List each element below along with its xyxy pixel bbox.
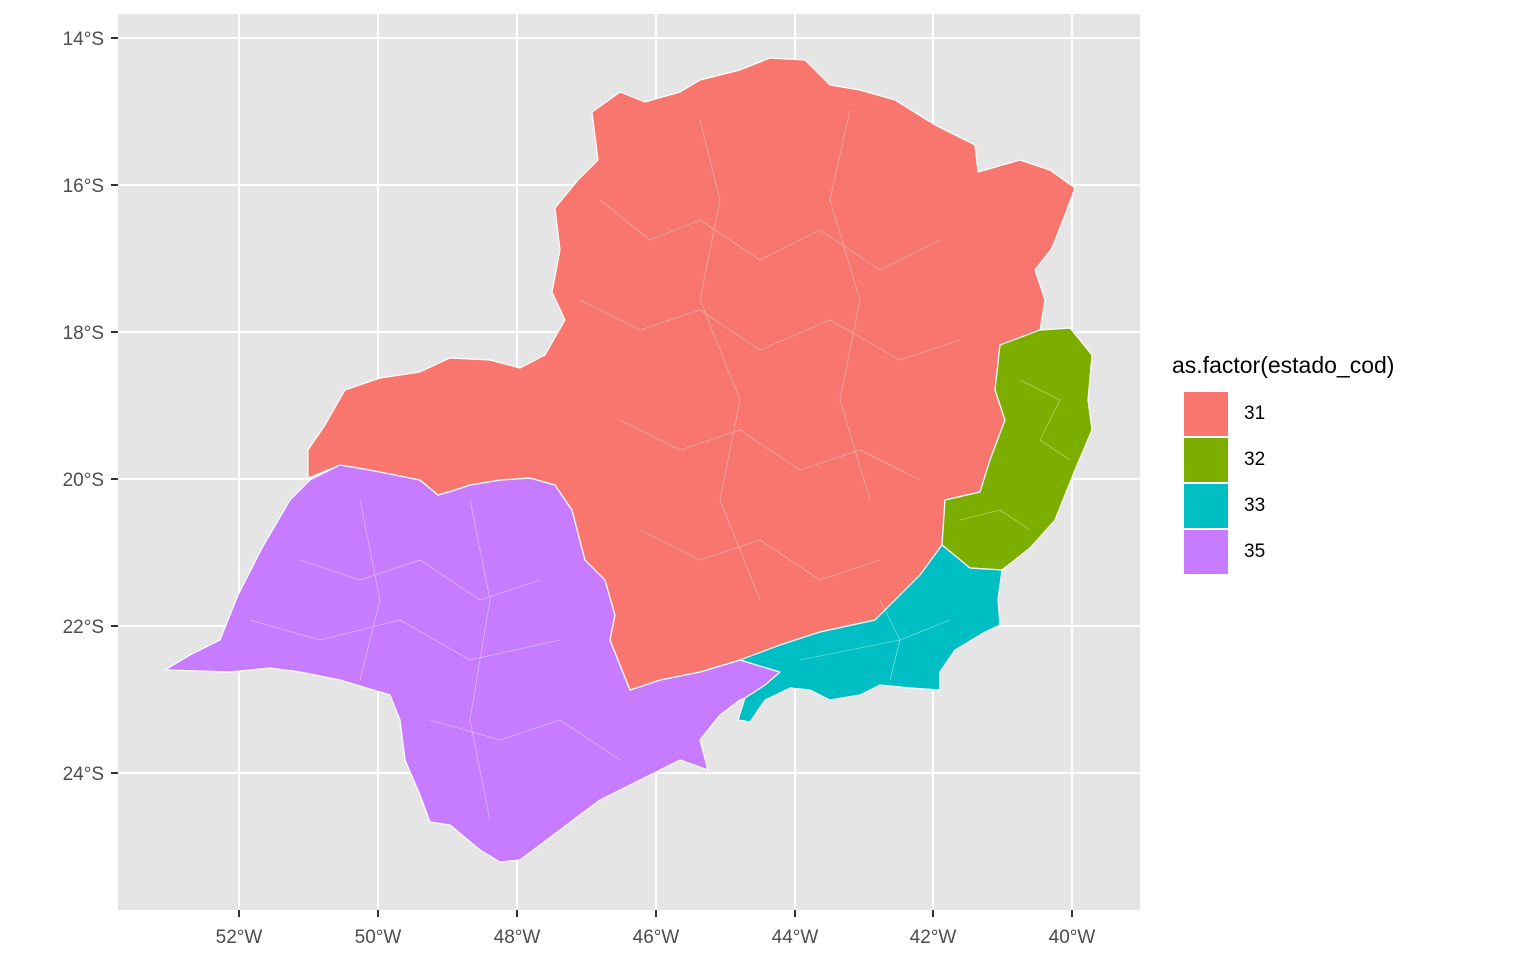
legend-key-swatch <box>1184 438 1228 482</box>
x-axis-label: 50°W <box>355 927 402 948</box>
legend-key-swatch <box>1184 484 1228 528</box>
x-axis-label: 52°W <box>216 927 263 948</box>
legend-item: 35 <box>1172 529 1394 575</box>
legend: as.factor(estado_cod) 31 32 33 35 <box>1172 352 1394 575</box>
legend-label: 33 <box>1244 495 1266 516</box>
x-axis-labels: 52°W 50°W 48°W 46°W 44°W 42°W 40°W <box>216 927 1096 948</box>
legend-item: 31 <box>1172 391 1394 437</box>
legend-item: 33 <box>1172 483 1394 529</box>
municipal-boundaries <box>249 109 1071 821</box>
y-axis-label: 22°S <box>63 617 104 638</box>
legend-label: 35 <box>1244 541 1266 562</box>
y-axis-label: 24°S <box>63 764 104 785</box>
legend-title: as.factor(estado_cod) <box>1172 352 1395 378</box>
x-axis-label: 44°W <box>772 927 819 948</box>
state-region-33 <box>737 544 1003 723</box>
axis-ticks <box>111 37 1073 917</box>
x-axis-label: 46°W <box>633 927 680 948</box>
state-region-31 <box>307 57 1076 691</box>
y-axis-label: 16°S <box>63 176 104 197</box>
state-region-32 <box>941 327 1093 571</box>
y-axis-labels: 14°S 16°S 18°S 20°S 22°S 24°S <box>63 29 104 785</box>
x-axis-label: 42°W <box>910 927 957 948</box>
y-axis-label: 20°S <box>63 470 104 491</box>
legend-key-swatch <box>1184 530 1228 574</box>
y-axis-label: 14°S <box>63 29 104 50</box>
legend-key-swatch <box>1184 392 1228 436</box>
legend-item: 32 <box>1172 437 1394 483</box>
legend-label: 32 <box>1244 449 1266 470</box>
legend-label: 31 <box>1244 403 1266 424</box>
states-layer <box>164 57 1093 863</box>
x-axis-label: 48°W <box>494 927 541 948</box>
x-axis-label: 40°W <box>1049 927 1096 948</box>
y-axis-label: 18°S <box>63 323 104 344</box>
